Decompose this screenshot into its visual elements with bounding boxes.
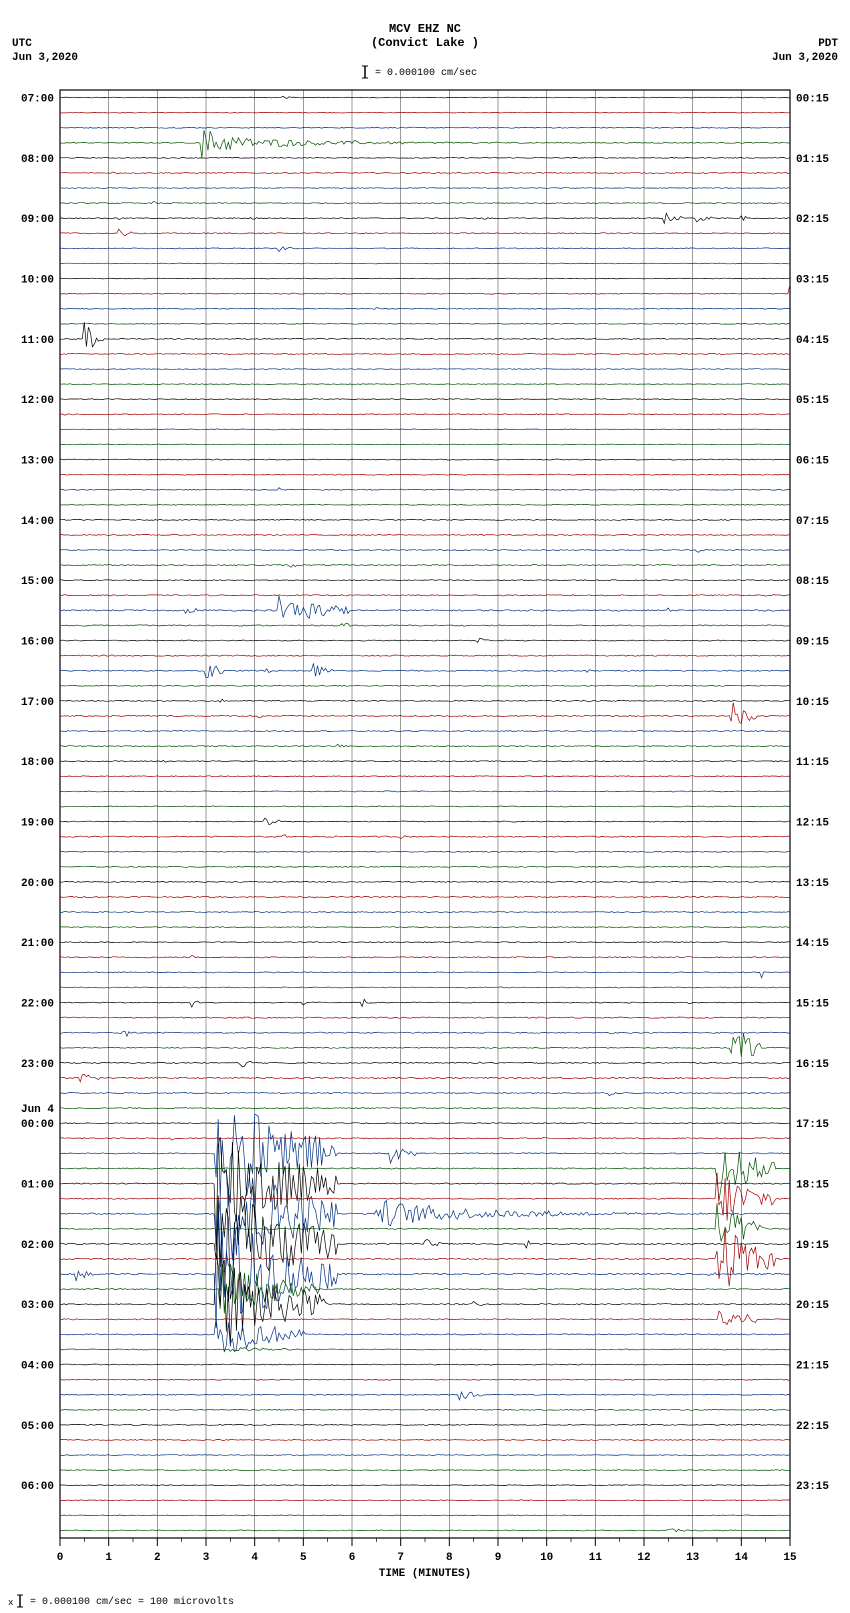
right-label: 03:15 — [796, 275, 829, 287]
left-label: 04:00 — [21, 1361, 54, 1373]
left-label: 21:00 — [21, 938, 54, 950]
right-label: 10:15 — [796, 697, 829, 709]
left-label: 07:00 — [21, 94, 54, 106]
right-label: 23:15 — [796, 1481, 829, 1493]
left-label: 17:00 — [21, 697, 54, 709]
right-label: 16:15 — [796, 1059, 829, 1071]
right-label: 00:15 — [796, 94, 829, 106]
x-tick-label: 0 — [57, 1552, 64, 1564]
x-tick-label: 3 — [203, 1552, 210, 1564]
right-label: 08:15 — [796, 576, 829, 588]
right-label: 21:15 — [796, 1361, 829, 1373]
station-title: MCV EHZ NC — [389, 22, 461, 36]
x-tick-label: 1 — [105, 1552, 112, 1564]
x-tick-label: 8 — [446, 1552, 453, 1564]
left-label: 14:00 — [21, 516, 54, 528]
left-label: 23:00 — [21, 1059, 54, 1071]
left-label: 06:00 — [21, 1481, 54, 1493]
x-tick-label: 5 — [300, 1552, 307, 1564]
x-tick-label: 15 — [783, 1552, 797, 1564]
left-label: 19:00 — [21, 818, 54, 830]
right-label: 04:15 — [796, 335, 829, 347]
footer-scale-prefix: x — [8, 1598, 13, 1608]
right-label: 13:15 — [796, 878, 829, 890]
left-label: 22:00 — [21, 999, 54, 1011]
left-label: 20:00 — [21, 878, 54, 890]
x-tick-label: 14 — [735, 1552, 749, 1564]
left-label: 13:00 — [21, 456, 54, 468]
left-label: 11:00 — [21, 335, 54, 347]
right-date: Jun 3,2020 — [772, 52, 838, 64]
left-label: Jun 4 — [21, 1104, 54, 1116]
left-label: 00:00 — [21, 1119, 54, 1131]
left-label: 03:00 — [21, 1300, 54, 1312]
right-label: 18:15 — [796, 1180, 829, 1192]
left-label: 10:00 — [21, 275, 54, 287]
left-label: 02:00 — [21, 1240, 54, 1252]
right-label: 22:15 — [796, 1421, 829, 1433]
right-label: 12:15 — [796, 818, 829, 830]
left-label: 15:00 — [21, 576, 54, 588]
location-title: (Convict Lake ) — [371, 36, 479, 50]
right-label: 02:15 — [796, 214, 829, 226]
left-label: 09:00 — [21, 214, 54, 226]
left-label: 05:00 — [21, 1421, 54, 1433]
left-label: 08:00 — [21, 154, 54, 166]
seismogram-svg: MCV EHZ NC(Convict Lake ) UTC Jun 3,2020 PD… — [0, 0, 850, 1613]
header-scale: = 0.000100 cm/sec — [375, 67, 477, 79]
x-tick-label: 11 — [589, 1552, 603, 1564]
right-label: 07:15 — [796, 516, 829, 528]
right-label: 14:15 — [796, 938, 829, 950]
right-label: 09:15 — [796, 637, 829, 649]
x-tick-label: 13 — [686, 1552, 700, 1564]
footer-scale: = 0.000100 cm/sec = 100 microvolts — [30, 1596, 234, 1608]
right-label: 17:15 — [796, 1119, 829, 1131]
left-date: Jun 3,2020 — [12, 52, 78, 64]
x-tick-label: 12 — [637, 1552, 650, 1564]
left-label: 16:00 — [21, 637, 54, 649]
x-axis-title: TIME (MINUTES) — [379, 1568, 471, 1580]
left-label: 18:00 — [21, 757, 54, 769]
right-label: 06:15 — [796, 456, 829, 468]
right-label: 20:15 — [796, 1300, 829, 1312]
left-tz: UTC — [12, 38, 32, 50]
x-tick-label: 9 — [495, 1552, 502, 1564]
right-tz: PDT — [818, 38, 838, 50]
x-tick-label: 2 — [154, 1552, 161, 1564]
left-label: 12:00 — [21, 395, 54, 407]
right-label: 11:15 — [796, 757, 829, 769]
left-label: 01:00 — [21, 1180, 54, 1192]
right-label: 15:15 — [796, 999, 829, 1011]
right-label: 05:15 — [796, 395, 829, 407]
x-tick-label: 10 — [540, 1552, 553, 1564]
x-tick-label: 6 — [349, 1552, 356, 1564]
right-label: 01:15 — [796, 154, 829, 166]
x-tick-label: 7 — [397, 1552, 404, 1564]
seismogram-container: MCV EHZ NC(Convict Lake ) UTC Jun 3,2020 PD… — [0, 0, 850, 1613]
x-tick-label: 4 — [251, 1552, 258, 1564]
right-label: 19:15 — [796, 1240, 829, 1252]
